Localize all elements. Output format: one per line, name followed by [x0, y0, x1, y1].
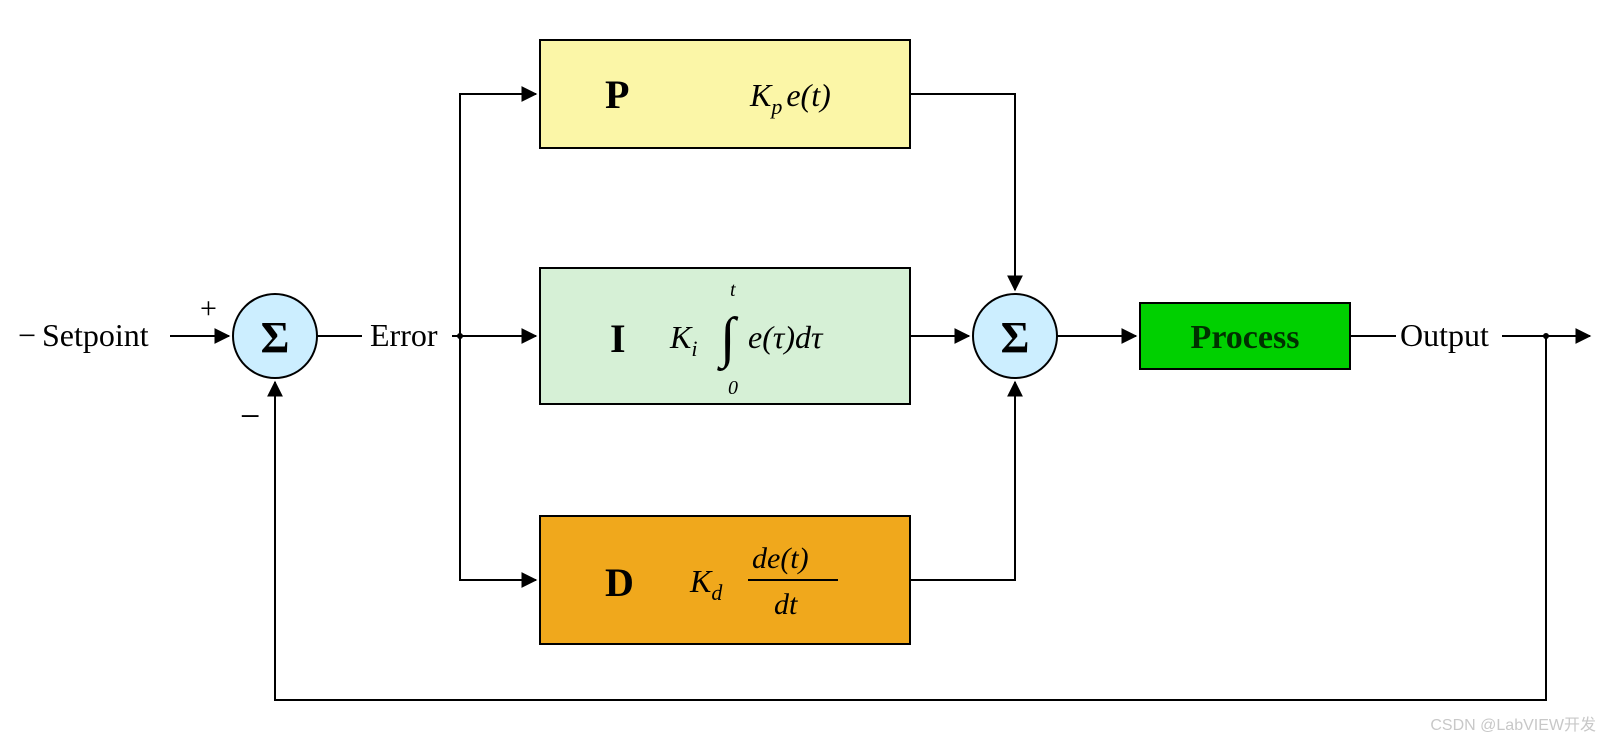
- i-block-label: I: [610, 316, 626, 361]
- svg-text:e(τ)dτ: e(τ)dτ: [748, 319, 824, 355]
- p-formula: Kpe(t): [749, 77, 831, 119]
- output-label: Output: [1400, 317, 1489, 353]
- sum2-label: Σ: [1001, 313, 1030, 362]
- plus-sign: +: [200, 292, 217, 325]
- edge-d-sum2: [910, 382, 1015, 580]
- p-block-label: P: [605, 72, 629, 117]
- error-label: Error: [370, 317, 438, 353]
- svg-text:de(t): de(t): [752, 542, 809, 575]
- edge-error-p: [460, 94, 536, 336]
- pid-block-diagram: P Kpe(t) I Ki ∫ t 0 e(τ)dτ D Kd de(t): [0, 0, 1604, 738]
- output-tap-node: [1543, 333, 1549, 339]
- d-block: D Kd de(t) dt: [540, 516, 910, 644]
- sum-junction-2: Σ: [973, 294, 1057, 378]
- process-block: Process: [1140, 303, 1350, 369]
- svg-text:t: t: [730, 279, 736, 301]
- edge-error-d: [460, 336, 536, 580]
- error-split-node: [457, 333, 463, 339]
- minus-sign: −: [240, 396, 260, 436]
- d-block-label: D: [605, 560, 634, 605]
- sum1-label: Σ: [261, 313, 290, 362]
- edge-p-sum2: [910, 94, 1015, 290]
- watermark: CSDN @LabVIEW开发: [1430, 716, 1596, 734]
- svg-text:0: 0: [728, 377, 738, 399]
- setpoint-label: Setpoint: [42, 317, 149, 353]
- svg-text:dt: dt: [774, 588, 798, 621]
- leading-minus: −: [18, 317, 36, 353]
- p-block: P Kpe(t): [540, 40, 910, 148]
- i-block: I Ki ∫ t 0 e(τ)dτ: [540, 268, 910, 404]
- sum-junction-1: Σ: [233, 294, 317, 378]
- process-block-label: Process: [1191, 319, 1300, 356]
